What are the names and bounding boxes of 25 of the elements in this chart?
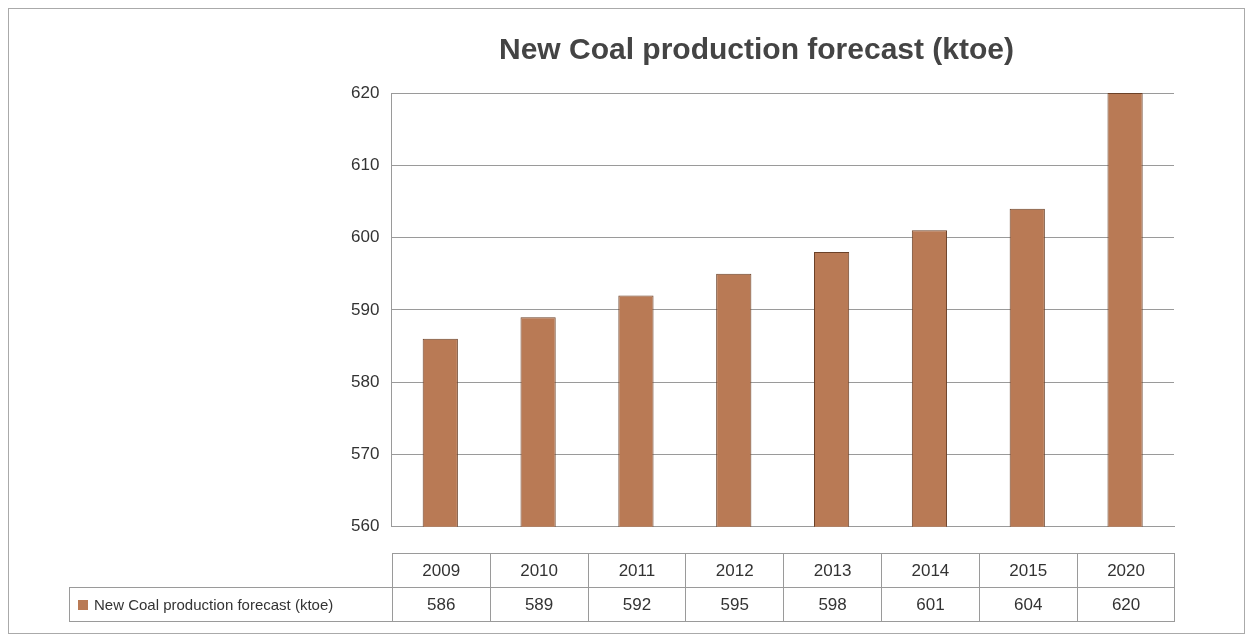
data-label: 589 (490, 587, 589, 622)
y-tick-label: 600 (350, 227, 380, 247)
y-tick-label: 560 (350, 516, 380, 536)
y-tick-label: 580 (350, 371, 380, 391)
data-label: 598 (783, 587, 882, 622)
x-tick-label: 2020 (1077, 553, 1175, 588)
data-label: 595 (685, 587, 784, 622)
y-tick-label: 590 (350, 299, 380, 319)
data-label: 604 (979, 587, 1078, 622)
data-label: 592 (588, 587, 686, 622)
y-tick-label: 570 (350, 444, 380, 464)
x-tick-label: 2011 (588, 553, 686, 588)
x-tick-label: 2012 (685, 553, 784, 588)
chart-title: New Coal production forecast (ktoe) (498, 32, 1015, 66)
x-tick-label: 2010 (490, 553, 589, 588)
y-tick-label: 610 (350, 154, 380, 174)
data-label: 601 (881, 587, 980, 622)
x-tick-label: 2013 (783, 553, 882, 588)
y-tick-label: 620 (350, 82, 380, 102)
x-tick-label: 2014 (881, 553, 980, 588)
data-label: 586 (392, 587, 491, 622)
legend-label: New Coal production forecast (ktoe) (94, 596, 334, 613)
x-tick-label: 2015 (979, 553, 1078, 588)
data-label: 620 (1077, 587, 1175, 622)
x-tick-label: 2009 (392, 553, 491, 588)
